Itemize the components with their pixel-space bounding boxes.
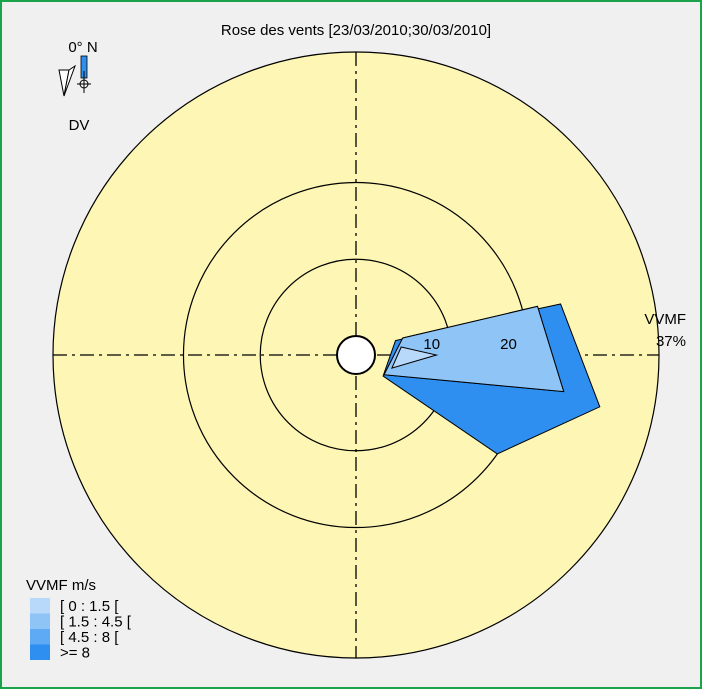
direction-indicator: 0° N DV (58, 39, 98, 134)
legend-label-0: [ 0 : 1.5 [ (60, 598, 119, 615)
legend-swatch-0 (30, 598, 50, 614)
legend-swatch-2 (30, 629, 50, 645)
outer-label-percent: 37% (656, 333, 686, 350)
legend-swatch-1 (30, 613, 50, 629)
ring-label-10: 10 (423, 336, 440, 353)
legend: VVMF m/s [ 0 : 1.5 [[ 1.5 : 4.5 [[ 4.5 :… (26, 577, 132, 662)
wind-direction-icon (58, 55, 91, 97)
rose-series-1 (383, 305, 565, 393)
rose-series-0 (391, 346, 439, 369)
chart-title: Rose des vents [23/03/2010;30/03/2010] (221, 22, 491, 39)
legend-swatch-3 (30, 644, 50, 660)
direction-label: DV (69, 117, 90, 134)
outer-label-variable: VVMF (644, 311, 686, 328)
calm-circle (336, 335, 376, 375)
legend-label-2: [ 4.5 : 8 [ (60, 629, 119, 646)
ring-label-20: 20 (500, 336, 517, 353)
legend-title: VVMF m/s (26, 577, 96, 594)
legend-label-1: [ 1.5 : 4.5 [ (60, 614, 132, 631)
north-label: 0° N (68, 39, 97, 56)
legend-label-3: >= 8 (60, 645, 90, 662)
